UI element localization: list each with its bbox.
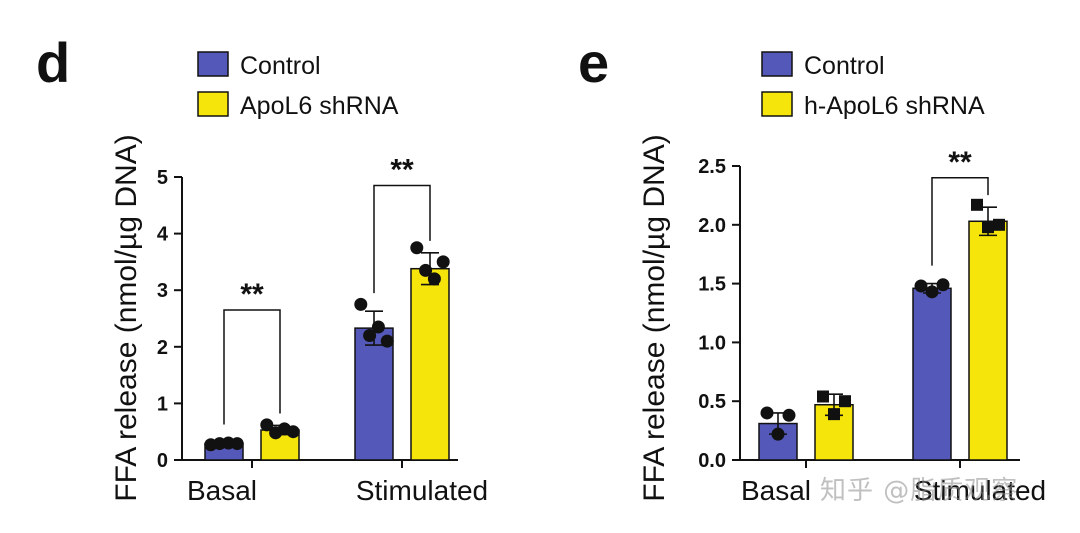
significance-label-d-0: ** [240,278,264,311]
y-tick-label-e-3: 1.5 [698,274,726,296]
bar-e-s1-c1 [968,220,1008,461]
significance-label-d-1: ** [390,153,414,186]
data-point-e-s0-c1-2 [936,278,950,292]
legend-e: Control h-ApoL6 shRNA [761,51,985,120]
y-tick-label-e-0: 0.0 [698,450,726,472]
legend-swatch-e-shrna [761,91,793,117]
data-point-e-s0-c1-1 [925,285,939,299]
legend-label-d-control: Control [240,52,321,80]
data-point-e-s0-c0-0 [760,406,774,420]
x-category-label-d-0: Basal [187,475,257,506]
y-tick-label-e-2: 1.0 [698,332,726,354]
significance-label-e-0: ** [948,146,972,179]
data-point-d-s1-c1-1 [419,263,433,277]
data-point-e-s1-c1-1 [982,221,994,234]
watermark: 知乎 @脂质观察 [820,476,1019,506]
data-point-e-s1-c0-1 [828,408,840,421]
data-point-e-s1-c0-0 [817,390,829,403]
data-point-d-s0-c1-1 [363,328,377,342]
bar-e-s0-c0 [758,422,798,461]
y-tick-label-e-5: 2.5 [698,156,726,178]
bar-e-s0-c1 [912,287,952,461]
panel-label-e: e [578,31,609,94]
legend-label-e-shrna: h-ApoL6 shRNA [804,92,985,120]
legend-label-e-control: Control [804,52,885,80]
y-tick-label-e-1: 0.5 [698,391,726,413]
data-point-e-s1-c0-2 [839,395,851,408]
y-tick-label-d-3: 3 [157,280,168,302]
data-point-d-s0-c0-3 [230,437,244,451]
data-point-e-s0-c1-0 [914,279,928,293]
x-category-label-e-0: Basal [741,475,811,506]
data-point-e-s1-c1-0 [971,198,983,211]
y-tick-label-d-5: 5 [157,167,168,189]
legend-swatch-d-control [197,51,229,77]
data-point-d-s0-c1-2 [371,320,385,334]
data-point-d-s1-c0-3 [286,425,300,439]
y-axis-label-e: FFA release (nmol/µg DNA) [638,134,671,501]
y-tick-label-d-4: 4 [157,224,169,246]
y-tick-label-e-4: 2.0 [698,215,726,237]
y-tick-label-d-0: 0 [157,450,168,472]
significance-bracket-d-0 [223,309,281,425]
y-tick-label-d-2: 2 [157,337,168,359]
y-axis-label-d: FFA release (nmol/µg DNA) [110,134,143,501]
data-point-d-s0-c1-0 [354,297,368,311]
data-point-d-s1-c1-0 [410,241,424,255]
significance-bracket-e-0 [931,177,989,266]
x-category-label-e-1: Stimulated [914,475,1046,506]
plot-area-d: 0 1 2 3 4 5 Basal Stimulated ** ** [157,153,488,506]
data-point-e-s0-c0-2 [782,408,796,422]
legend-swatch-e-control [761,51,793,77]
legend-d: Control ApoL6 shRNA [197,51,399,120]
data-point-e-s1-c1-2 [993,218,1005,231]
legend-swatch-d-shrna [197,91,229,117]
y-tick-label-d-1: 1 [157,393,168,415]
data-point-d-s1-c0-0 [260,418,274,432]
bar-d-s0-c1 [354,327,394,461]
legend-label-d-shrna: ApoL6 shRNA [240,92,399,120]
data-point-d-s1-c1-3 [436,255,450,269]
data-point-d-s1-c1-2 [427,272,441,286]
significance-bracket-d-1 [373,184,431,294]
x-category-label-d-1: Stimulated [356,475,488,506]
panel-d: d Control ApoL6 shRNA FFA release (nmol/… [36,31,488,506]
bar-d-s1-c1 [410,267,450,461]
plot-area-e: 0.0 0.5 1.0 1.5 2.0 2.5 Basal Stimulated ** [698,146,1046,506]
data-point-d-s0-c1-3 [380,334,394,348]
data-point-e-s0-c0-1 [771,427,785,441]
panel-label-d: d [36,31,70,94]
panel-e: e Control h-ApoL6 shRNA FFA release (nmo… [578,31,1046,506]
